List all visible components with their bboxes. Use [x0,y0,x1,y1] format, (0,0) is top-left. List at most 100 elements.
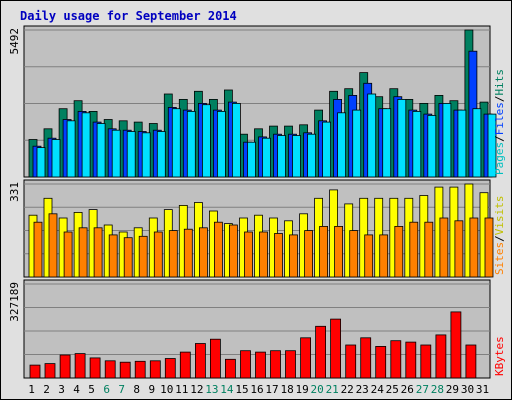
top-ytick-label: 5492 [8,28,21,55]
bar-kbytes-day-3 [59,354,71,379]
bottom-series-kbytes [29,311,477,379]
bar-sites-day-22 [349,230,359,278]
legend-visits: Visits [493,196,506,236]
bar-kbytes-day-25 [390,340,402,379]
x-tick-label-day-10: 10 [160,383,173,396]
bar-pages-day-2 [51,139,61,178]
bar-kbytes-day-7 [119,361,131,379]
bottom-ytick-label: 327189 [8,282,21,322]
bar-sites-day-29 [454,220,464,278]
bar-kbytes-day-1 [29,364,41,379]
bar-pages-day-16 [262,137,271,178]
bar-sites-day-5 [93,227,103,278]
bar-pages-day-22 [352,109,362,178]
bar-pages-day-11 [186,111,196,178]
bar-kbytes-day-13 [209,338,221,379]
x-tick-label-day-19: 19 [295,383,308,396]
bar-kbytes-day-5 [89,357,101,379]
bar-kbytes-day-6 [104,360,116,379]
legend-sites: Sites [493,242,506,275]
bar-sites-day-25 [394,225,404,278]
x-tick-label-day-7: 7 [118,383,125,396]
bar-pages-day-26 [412,111,422,178]
bar-pages-day-10 [171,108,181,178]
x-tick-label-day-28: 28 [431,383,444,396]
bar-kbytes-day-20 [315,325,327,379]
bar-sites-day-24 [379,234,389,278]
bar-sites-day-14 [228,224,238,278]
top-legend: Pages/Files/Hits [493,69,506,175]
bar-sites-day-3 [63,231,73,278]
bar-kbytes-day-4 [74,353,86,379]
x-tick-label-day-9: 9 [148,383,155,396]
bar-kbytes-day-8 [134,360,146,379]
x-tick-label-day-24: 24 [371,383,385,396]
bar-kbytes-day-10 [164,358,176,379]
x-tick-label-day-8: 8 [133,383,140,396]
x-tick-label-day-6: 6 [103,383,110,396]
bar-kbytes-day-30 [465,344,477,379]
x-tick-label-day-22: 22 [341,383,354,396]
x-tick-label-day-13: 13 [205,383,218,396]
bar-kbytes-day-24 [375,345,387,379]
bar-kbytes-day-18 [285,350,296,379]
bar-pages-day-18 [292,135,301,178]
bar-sites-day-6 [108,234,118,278]
bar-kbytes-day-21 [330,318,342,379]
legend-pages: Pages [493,142,506,175]
bar-pages-day-23 [367,93,377,178]
bar-pages-day-31 [487,113,497,178]
legend-separator: / [493,96,506,103]
x-tick-label-day-21: 21 [326,383,339,396]
x-tick-label-day-18: 18 [280,383,293,396]
bar-pages-day-29 [457,109,467,178]
bar-pages-day-25 [397,99,407,178]
bar-kbytes-day-15 [240,350,251,379]
bar-pages-day-7 [126,131,136,178]
bar-sites-day-16 [259,231,268,278]
bar-pages-day-21 [337,112,347,178]
bar-sites-day-26 [409,221,419,278]
x-tick-label-day-11: 11 [175,383,188,396]
bar-pages-day-9 [156,131,166,178]
bar-sites-day-12 [198,227,208,278]
bottom-panel: 327189 KBytes [8,279,506,379]
bar-kbytes-day-14 [224,358,236,379]
bar-sites-day-30 [469,217,479,278]
middle-panel: 331 Sites/Visits [8,179,506,278]
bar-pages-day-4 [81,112,91,178]
x-tick-label-day-31: 31 [476,383,489,396]
bar-kbytes-day-27 [420,344,432,379]
bar-sites-day-18 [289,234,298,278]
bar-pages-day-12 [201,104,211,178]
x-tick-label-day-5: 5 [88,383,95,396]
bar-sites-day-15 [244,231,253,278]
bar-pages-day-14 [231,103,241,178]
middle-series-visits [28,183,489,278]
bar-kbytes-day-26 [405,341,417,379]
top-series-pages [36,93,497,178]
x-tick-label-day-15: 15 [235,383,248,396]
bar-sites-day-9 [153,231,163,278]
bar-sites-day-10 [168,230,178,278]
bar-sites-day-20 [319,225,329,278]
x-tick-label-day-17: 17 [265,383,278,396]
bar-pages-day-3 [66,120,76,178]
x-tick-label-day-14: 14 [220,383,234,396]
x-tick-label-day-1: 1 [28,383,35,396]
x-tick-label-day-30: 30 [461,383,474,396]
bar-kbytes-day-28 [435,334,447,379]
chart-panels: 5492Pages/Files/Hits331Sites/Visits32718… [8,25,506,379]
bar-pages-day-24 [382,108,392,178]
bar-pages-day-20 [322,121,332,178]
legend-hits: Hits [493,69,506,96]
bar-kbytes-day-17 [270,350,281,379]
x-tick-label-day-4: 4 [73,383,80,396]
middle-ytick-label: 331 [8,182,21,202]
bar-pages-day-6 [111,129,121,178]
middle-legend: Sites/Visits [493,196,506,276]
chart-title: Daily usage for September 2014 [20,9,237,23]
bar-pages-day-17 [277,135,286,178]
bar-kbytes-day-11 [179,351,191,379]
